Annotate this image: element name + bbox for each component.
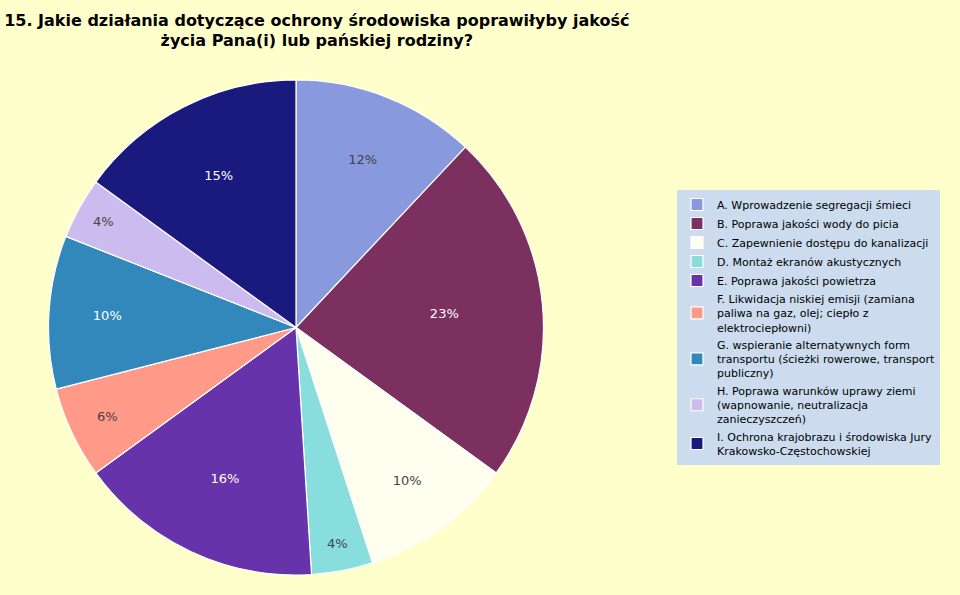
svg-text:4%: 4% xyxy=(327,536,348,551)
svg-text:12%: 12% xyxy=(348,152,377,167)
svg-text:B. Poprawa jakości wody do pic: B. Poprawa jakości wody do picia xyxy=(717,218,899,231)
svg-text:15. Jakie działania dotyczące: 15. Jakie działania dotyczące ochrony śr… xyxy=(4,11,629,51)
svg-text:A. Wprowadzenie segregacji śmi: A. Wprowadzenie segregacji śmieci xyxy=(717,199,911,212)
svg-text:E. Poprawa jakości powietrza: E. Poprawa jakości powietrza xyxy=(717,275,876,288)
svg-text:10%: 10% xyxy=(393,473,422,488)
svg-text:H. Poprawa warunków uprawy zie: H. Poprawa warunków uprawy ziemi(wapnowa… xyxy=(717,385,916,427)
svg-text:I. Ochrona krajobrazu i środow: I. Ochrona krajobrazu i środowiska JuryK… xyxy=(717,431,932,458)
svg-text:4%: 4% xyxy=(93,214,114,229)
svg-text:23%: 23% xyxy=(430,306,459,321)
svg-text:15%: 15% xyxy=(204,168,233,183)
svg-text:C. Zapewnienie dostępu do kana: C. Zapewnienie dostępu do kanalizacji xyxy=(717,237,928,250)
svg-text:G. wspieranie alternatywnych f: G. wspieranie alternatywnych formtranspo… xyxy=(717,339,935,381)
svg-text:16%: 16% xyxy=(210,471,239,486)
svg-text:F. Likwidacja niskiej emisji (: F. Likwidacja niskiej emisji (zamianapal… xyxy=(717,293,915,335)
svg-text:10%: 10% xyxy=(93,308,122,323)
svg-text:D. Montaż ekranów akustycznych: D. Montaż ekranów akustycznych xyxy=(717,256,901,269)
svg-text:6%: 6% xyxy=(97,409,118,424)
